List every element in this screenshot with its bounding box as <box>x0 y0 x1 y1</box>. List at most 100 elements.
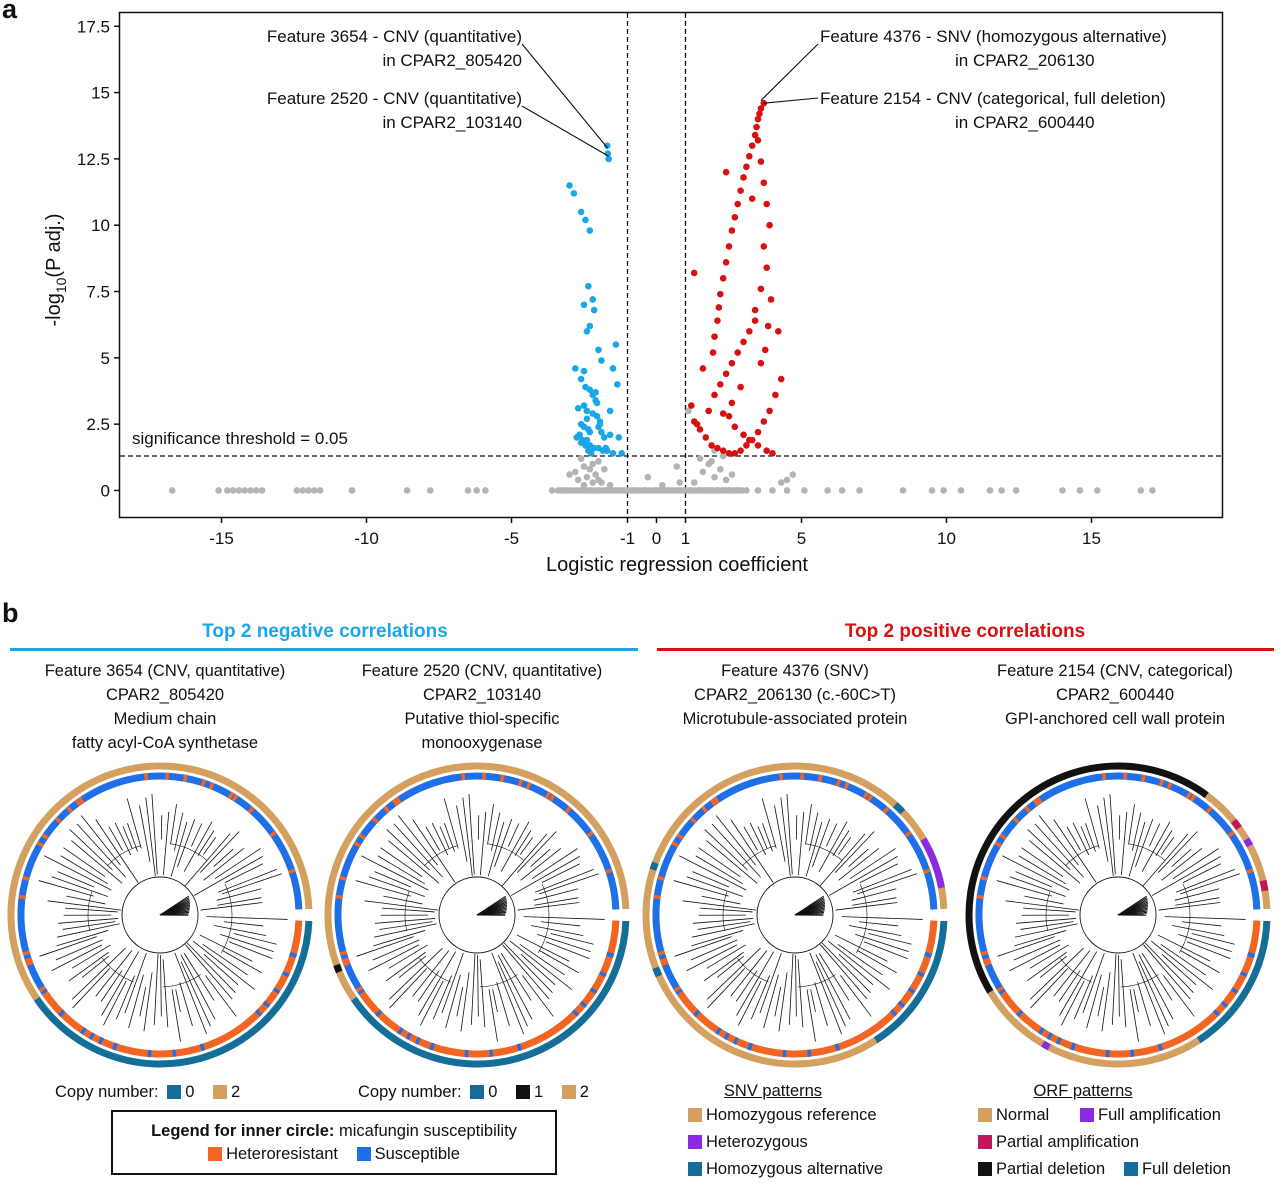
point-nonsig <box>587 487 594 494</box>
tree-branch <box>998 937 1055 957</box>
orf-item-2: Partial amplification <box>996 1133 1139 1151</box>
point-negative <box>616 434 623 441</box>
cn2-item-1: 1 <box>534 1083 543 1101</box>
annotation-line2: in CPAR2_206130 <box>955 51 1095 70</box>
inner-ring-tick <box>984 951 985 954</box>
tree-branch <box>185 945 232 1000</box>
tree3-title-line1: Feature 4376 (SNV) <box>640 659 950 683</box>
orf-item-4: Full deletion <box>1142 1160 1231 1178</box>
y-tick-label: 2.5 <box>86 415 110 434</box>
point-nonsig <box>241 487 248 494</box>
swatch-tan <box>562 1085 576 1099</box>
inner-ring-tick <box>983 877 984 880</box>
outer-ring-segment <box>1263 881 1265 891</box>
tree-branch <box>502 834 547 886</box>
inner-ring-tick <box>250 809 253 811</box>
inner-ring-tick <box>265 1003 267 1006</box>
point-nonsig <box>987 487 994 494</box>
inner-ring-tick <box>407 1035 410 1037</box>
x-axis-label: Logistic regression coefficient <box>546 554 808 576</box>
cn2-item-0: 0 <box>488 1083 497 1101</box>
point-nonsig <box>642 487 649 494</box>
tree-branch <box>1138 982 1151 1026</box>
point-positive <box>723 169 730 176</box>
tree-branch <box>542 864 580 883</box>
point-negative <box>610 450 617 457</box>
inner-ring-tick <box>210 785 213 786</box>
point-nonsig <box>708 458 715 465</box>
tree-branch <box>419 952 456 1016</box>
inner-ring-tick <box>285 973 286 976</box>
tree3-title-line2: CPAR2_206130 (c.-60C>T) <box>640 683 950 707</box>
inner-ring-tick <box>233 797 236 799</box>
tree-branch <box>1165 917 1246 920</box>
swatch-blue <box>357 1147 371 1161</box>
point-positive <box>746 437 753 444</box>
tree-branch <box>369 945 419 971</box>
tree-branch <box>480 959 485 1027</box>
tree-branch <box>820 945 867 1000</box>
point-positive <box>737 384 744 391</box>
tree-branch <box>1129 804 1135 844</box>
phylogenetic-trees <box>0 750 1280 1080</box>
tree-branch <box>66 896 105 904</box>
tree-branch <box>737 952 774 1016</box>
point-positive <box>714 317 721 324</box>
point-nonsig <box>404 487 411 494</box>
tree4-title-line3: GPI-anchored cell wall protein <box>955 707 1275 731</box>
point-negative <box>613 341 620 348</box>
point-positive <box>720 410 727 417</box>
annotation-line1: Feature 4376 - SNV (homozygous alternati… <box>820 27 1167 46</box>
tree-branch <box>185 834 230 886</box>
inner-ring-tick <box>1040 1030 1043 1032</box>
point-positive <box>768 296 775 303</box>
swatch-purple <box>1080 1108 1094 1122</box>
swatch-teal <box>470 1085 484 1099</box>
tree2-title-line2: CPAR2_103140 <box>327 683 637 707</box>
tree-branch <box>174 813 183 851</box>
inner-ring-tick <box>346 962 347 965</box>
inner-ring-tick <box>90 1035 93 1037</box>
tree-branch <box>163 812 168 875</box>
tree-branch <box>491 813 500 851</box>
point-nonsig <box>714 487 721 494</box>
point-nonsig <box>824 487 831 494</box>
inner-ring-tick <box>1026 808 1029 810</box>
tree-branch <box>701 896 740 904</box>
inner-ring-tick <box>1168 785 1171 786</box>
inner-ring-tick <box>725 1035 728 1037</box>
inner-ring-tick <box>926 870 927 873</box>
point-positive <box>720 275 727 282</box>
point-nonsig <box>676 487 683 494</box>
inner-legend-subtitle: micafungin susceptibility <box>334 1122 517 1140</box>
point-nonsig <box>940 487 947 494</box>
point-nonsig <box>929 487 936 494</box>
point-positive <box>758 286 765 293</box>
inner-ring-tick <box>928 953 929 956</box>
point-positive <box>763 447 770 454</box>
annotations: Feature 3654 - CNV (quantitative)in CPAR… <box>267 27 1167 156</box>
tree-branch <box>204 848 244 880</box>
inner-ring-tick <box>77 802 80 804</box>
point-nonsig <box>595 477 602 484</box>
x-tick-label: -15 <box>209 529 234 548</box>
inner-ring-tick <box>907 833 909 836</box>
tree1-title-line1: Feature 3654 (CNV, quantitative) <box>10 659 320 683</box>
tree-branch <box>493 989 498 1012</box>
copy-number-legend-1: Copy number: 0 2 <box>55 1083 240 1102</box>
inner-ring-tick <box>276 989 278 992</box>
tree-branch <box>1112 954 1116 1025</box>
inner-ring-tick <box>257 1012 259 1014</box>
point-nonsig <box>613 487 620 494</box>
tree-branch <box>457 987 463 1016</box>
inner-ring-tick <box>696 1012 698 1014</box>
inner-ring-tick <box>399 1030 402 1032</box>
point-positive <box>703 434 710 441</box>
tree-branch <box>1102 972 1110 1031</box>
swatch-teal <box>688 1162 702 1176</box>
point-nonsig <box>958 487 965 494</box>
point-nonsig <box>778 479 785 486</box>
tree-branch <box>775 987 781 1016</box>
point-nonsig <box>784 487 791 494</box>
point-negative <box>582 217 589 224</box>
